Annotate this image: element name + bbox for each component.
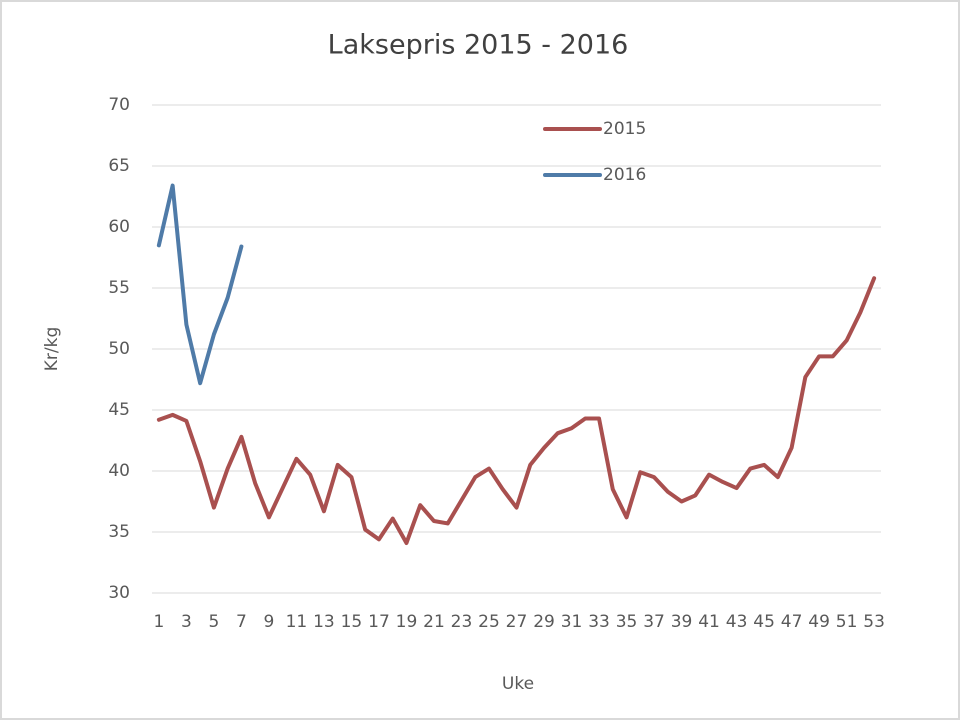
series-line [156,276,877,545]
y-tick-label: 40 [108,461,130,481]
legend-label: 2015 [603,119,646,139]
x-tick-label: 15 [341,612,363,632]
x-tick-label: 45 [753,612,775,632]
x-tick-label: 19 [396,612,418,632]
x-tick-label: 37 [643,612,665,632]
chart-title: Laksepris 2015 - 2016 [328,30,629,61]
x-tick-label: 33 [588,612,610,632]
legend-label: 2016 [603,165,646,185]
x-tick-label: 47 [781,612,803,632]
x-tick-label: 31 [561,612,583,632]
x-tick-label: 9 [264,612,275,632]
y-tick-label: 65 [108,156,130,176]
x-tick-label: 17 [368,612,390,632]
y-tick-label: 70 [108,95,130,115]
x-tick-label: 41 [698,612,720,632]
y-tick-label: 50 [108,339,130,359]
x-tick-label: 49 [808,612,830,632]
x-tick-label: 25 [478,612,500,632]
y-tick-label: 30 [108,583,130,603]
y-tick-label: 45 [108,400,130,420]
y-tick-label: 55 [108,278,130,298]
y-tick-label: 60 [108,217,130,237]
x-tick-label: 13 [313,612,335,632]
x-tick-label: 29 [533,612,555,632]
x-tick-label: 39 [671,612,693,632]
y-axis-label: Kr/kg [42,327,62,372]
x-tick-label: 5 [208,612,219,632]
x-tick-label: 21 [423,612,445,632]
x-tick-label: 23 [451,612,473,632]
x-tick-label: 27 [506,612,528,632]
x-axis-label: Uke [502,674,534,694]
x-tick-label: 35 [616,612,638,632]
x-tick-label: 43 [726,612,748,632]
y-tick-label: 35 [108,522,130,542]
x-tick-label: 51 [836,612,858,632]
x-tick-label: 7 [236,612,247,632]
x-tick-label: 53 [863,612,885,632]
x-tick-label: 11 [286,612,308,632]
x-tick-label: 1 [153,612,164,632]
series-line [156,183,244,386]
x-tick-label: 3 [181,612,192,632]
